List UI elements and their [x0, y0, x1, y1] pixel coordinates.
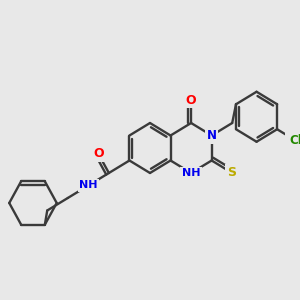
- Text: NH: NH: [182, 168, 200, 178]
- Text: O: O: [186, 94, 196, 106]
- Text: S: S: [227, 166, 236, 179]
- Text: Cl: Cl: [289, 134, 300, 147]
- Text: N: N: [207, 129, 217, 142]
- Text: O: O: [93, 147, 104, 161]
- Text: NH: NH: [79, 181, 98, 190]
